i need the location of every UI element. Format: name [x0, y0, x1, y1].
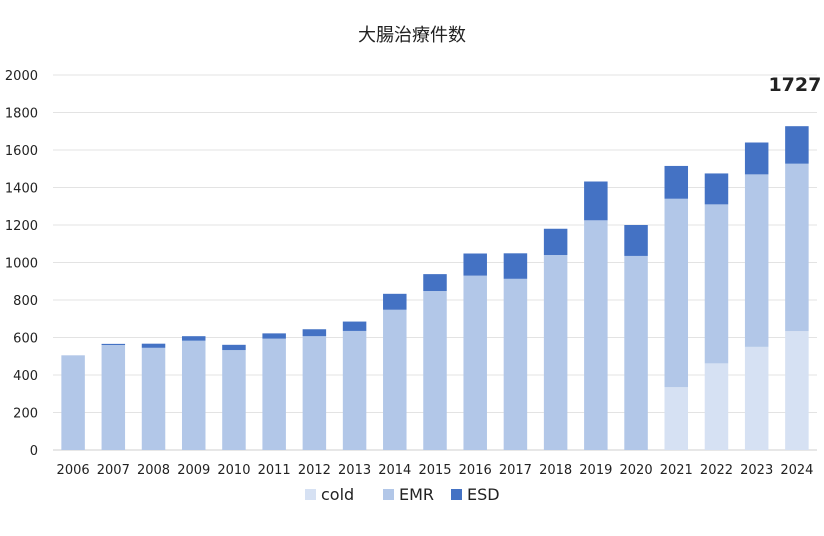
x-tick-label: 2007 — [97, 463, 130, 478]
bar-emr-2010 — [222, 350, 246, 450]
y-tick-label: 1600 — [5, 144, 38, 159]
y-tick-label: 800 — [13, 294, 38, 309]
y-tick-label: 1000 — [5, 257, 38, 272]
bar-cold-2023 — [744, 346, 769, 450]
y-tick-label: 0 — [30, 444, 38, 459]
bar-emr-2008 — [141, 347, 166, 450]
x-tick-label: 2024 — [780, 463, 813, 478]
bar-emr-2018 — [543, 255, 568, 450]
bar-emr-2012 — [302, 336, 327, 450]
bar-emr-2020 — [624, 255, 648, 450]
bar-esd-2010 — [222, 344, 246, 351]
bar-esd-2016 — [463, 253, 487, 276]
y-tick-label: 600 — [13, 332, 38, 347]
bar-emr-2023 — [744, 174, 769, 347]
bar-emr-2011 — [262, 338, 286, 450]
bar-esd-2017 — [503, 253, 528, 279]
chart-title: 大腸治療件数 — [358, 25, 466, 46]
legend: cold EMR ESD — [305, 485, 500, 504]
bar-cold-2024 — [785, 331, 809, 450]
y-tick-label: 1400 — [5, 182, 38, 197]
legend-label-esd: ESD — [467, 485, 500, 504]
x-tick-label: 2017 — [499, 463, 532, 478]
x-tick-label: 2020 — [620, 463, 653, 478]
y-axis-ticks: 0 200 400 600 800 1000 1200 1400 1600 1800 2000 — [5, 69, 38, 459]
x-tick-label: 2012 — [298, 463, 331, 478]
bar-esd-2008 — [141, 343, 166, 348]
bar-esd-2024 — [785, 126, 809, 164]
x-tick-label: 2011 — [258, 463, 291, 478]
bar-esd-2011 — [262, 333, 286, 339]
bar-esd-2022 — [704, 173, 729, 205]
x-tick-label: 2010 — [217, 463, 250, 478]
y-tick-label: 200 — [13, 407, 38, 422]
bar-emr-2015 — [423, 291, 447, 450]
y-tick-label: 2000 — [5, 69, 38, 84]
bar-emr-2024 — [785, 163, 809, 332]
bar-emr-2009 — [181, 340, 206, 450]
bar-emr-2013 — [342, 330, 367, 450]
bar-emr-2014 — [383, 309, 407, 450]
legend-swatch-cold — [305, 489, 316, 500]
x-tick-label: 2015 — [418, 463, 451, 478]
bar-emr-2007 — [101, 345, 126, 450]
total-annotation-label: 1727 — [768, 74, 821, 96]
bar-esd-2018 — [543, 228, 568, 255]
bar-emr-2021 — [664, 198, 689, 388]
x-tick-label: 2008 — [137, 463, 170, 478]
x-tick-label: 2018 — [539, 463, 572, 478]
legend-swatch-esd — [451, 489, 462, 500]
x-tick-label: 2016 — [459, 463, 492, 478]
y-tick-label: 400 — [13, 369, 38, 384]
bar-esd-2013 — [342, 321, 367, 331]
y-tick-label: 1800 — [5, 107, 38, 122]
bar-esd-2009 — [181, 336, 206, 341]
x-tick-label: 2021 — [660, 463, 693, 478]
x-tick-label: 2014 — [378, 463, 411, 478]
x-tick-label: 2013 — [338, 463, 371, 478]
x-tick-label: 2006 — [57, 463, 90, 478]
bar-esd-2007 — [101, 343, 126, 345]
x-tick-label: 2023 — [740, 463, 773, 478]
x-axis-ticks: 2006 2007 2008 2009 2010 2011 2012 2013 2014 2015… — [57, 463, 814, 478]
bar-emr-2019 — [584, 220, 608, 450]
legend-label-emr: EMR — [399, 485, 434, 504]
legend-label-cold: cold — [321, 485, 354, 504]
x-tick-label: 2022 — [700, 463, 733, 478]
bar-esd-2019 — [584, 181, 608, 221]
bar-cold-2021 — [664, 387, 689, 450]
bar-emr-2017 — [503, 278, 528, 450]
bar-esd-2023 — [744, 142, 769, 175]
bar-esd-2012 — [302, 329, 327, 337]
bars — [61, 126, 809, 450]
bar-emr-2022 — [704, 204, 729, 364]
bar-esd-2020 — [624, 225, 648, 256]
bar-esd-2014 — [383, 293, 407, 310]
x-tick-label: 2009 — [177, 463, 210, 478]
y-tick-label: 1200 — [5, 219, 38, 234]
bar-esd-2021 — [664, 165, 689, 199]
bar-emr-2016 — [463, 275, 487, 450]
bar-cold-2022 — [704, 363, 729, 450]
legend-swatch-emr — [383, 489, 394, 500]
x-tick-label: 2019 — [579, 463, 612, 478]
bar-emr-2006 — [61, 355, 85, 450]
bar-esd-2015 — [423, 274, 447, 291]
